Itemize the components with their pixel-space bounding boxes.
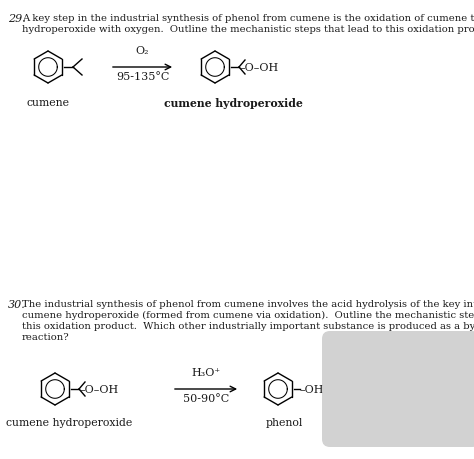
Text: 30.: 30. [8,299,26,309]
Text: The industrial synthesis of phenol from cumene involves the acid hydrolysis of t: The industrial synthesis of phenol from … [22,299,474,308]
Text: cumene hydroperoxide: cumene hydroperoxide [6,417,132,427]
Text: cumene hydroperoxide: cumene hydroperoxide [164,98,302,109]
FancyBboxPatch shape [322,331,474,447]
Text: –OH: –OH [300,384,325,394]
Text: phenol: phenol [265,417,303,427]
Text: H₃O⁺: H₃O⁺ [191,367,220,377]
Text: 29.: 29. [8,14,26,24]
Text: O₂: O₂ [136,46,149,56]
Text: cumene hydroperoxide (formed from cumene via oxidation).  Outline the mechanisti: cumene hydroperoxide (formed from cumene… [22,310,474,319]
Text: 95-135°C: 95-135°C [116,72,169,82]
Text: –O–OH: –O–OH [80,384,119,394]
Text: cumene: cumene [27,98,70,108]
Text: reaction?: reaction? [22,332,70,341]
Text: hydroperoxide with oxygen.  Outline the mechanistic steps that lead to this oxid: hydroperoxide with oxygen. Outline the m… [22,25,474,34]
Text: –O–OH: –O–OH [240,63,279,73]
Text: 50-90°C: 50-90°C [183,393,229,403]
Text: A key step in the industrial synthesis of phenol from cumene is the oxidation of: A key step in the industrial synthesis o… [22,14,474,23]
Text: this oxidation product.  Which other industrially important substance is produce: this oxidation product. Which other indu… [22,321,474,330]
